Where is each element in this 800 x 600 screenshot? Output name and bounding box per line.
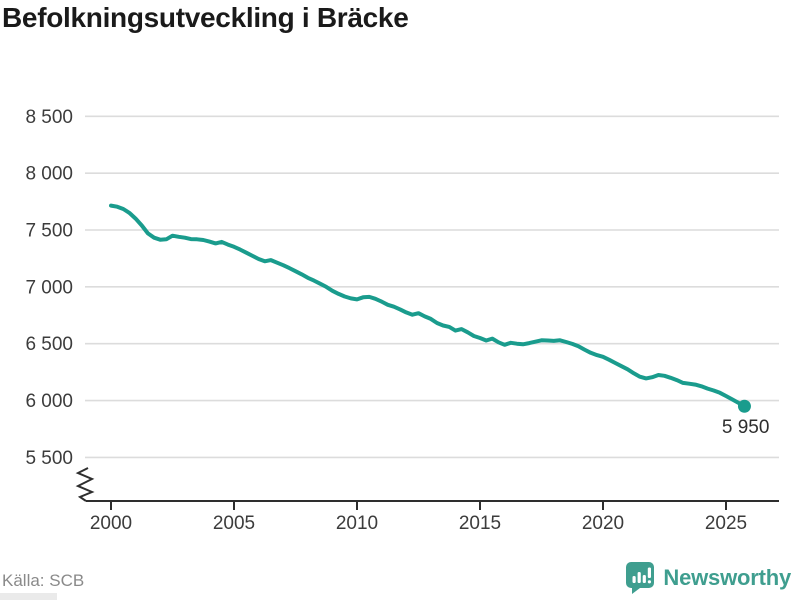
y-tick-label: 7 500 bbox=[25, 221, 73, 242]
x-tick-label: 2000 bbox=[90, 513, 132, 534]
data-line-layer: 5 950 bbox=[109, 203, 770, 438]
source-note: Källa: SCB bbox=[2, 571, 85, 590]
y-tick-label: 7 000 bbox=[25, 277, 73, 298]
gridlines-layer bbox=[85, 115, 779, 459]
chart-title: Befolkningsutveckling i Bräcke bbox=[2, 2, 409, 33]
x-tick-label: 2010 bbox=[336, 513, 378, 534]
population-line bbox=[109, 203, 747, 409]
x-tick-label: 2015 bbox=[459, 513, 501, 534]
axis-break-zigzag-icon bbox=[75, 467, 95, 502]
y-tick-label: 5 500 bbox=[25, 448, 73, 469]
clipped-footer-fragment bbox=[0, 593, 57, 600]
x-tick-label: 2020 bbox=[582, 513, 624, 534]
x-axis-ticks-layer bbox=[110, 501, 727, 510]
newsworthy-speech-bubble-icon bbox=[626, 562, 655, 594]
y-tick-label: 6 500 bbox=[25, 334, 73, 355]
y-tick-label: 8 500 bbox=[25, 107, 73, 128]
newsworthy-logo[interactable]: Newsworthy bbox=[626, 561, 791, 595]
x-tick-label: 2025 bbox=[705, 513, 747, 534]
x-tick-label: 2005 bbox=[213, 513, 255, 534]
newsworthy-wordmark: Newsworthy bbox=[663, 565, 791, 590]
last-value-dot bbox=[737, 399, 751, 413]
y-tick-label: 6 000 bbox=[25, 391, 73, 412]
y-tick-label: 8 000 bbox=[25, 164, 73, 185]
x-axis-labels-layer: 2000 2005 2010 2015 2020 2025 bbox=[90, 513, 747, 534]
y-axis-labels-layer: 8 500 8 000 7 500 7 000 6 500 6 000 5 500 bbox=[25, 107, 73, 469]
last-value-label: 5 950 bbox=[722, 417, 770, 438]
